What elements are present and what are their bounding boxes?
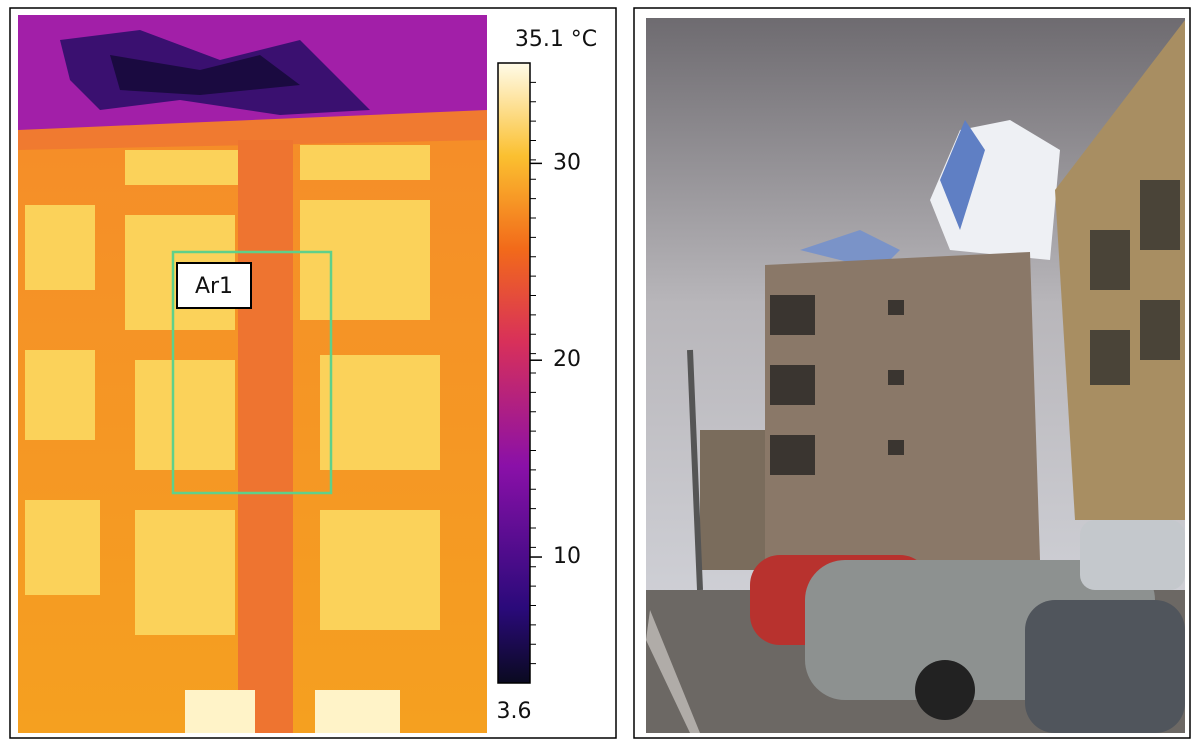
photo	[646, 18, 1185, 733]
figure: Ar1 35.1 °C 3.6 10 20 30	[0, 0, 1195, 744]
color-scale	[498, 63, 530, 683]
scale-min-label: 3.6	[497, 699, 532, 724]
tick-label: 20	[553, 347, 581, 372]
tick-label: 30	[553, 150, 581, 175]
thermal-image	[18, 15, 487, 733]
tick-label: 10	[553, 544, 581, 569]
region-label: Ar1	[195, 274, 233, 299]
page: Ar1 35.1 °C 3.6 102030 (() => { const da…	[0, 0, 1195, 748]
scale-max-label: 35.1 °C	[515, 27, 597, 52]
